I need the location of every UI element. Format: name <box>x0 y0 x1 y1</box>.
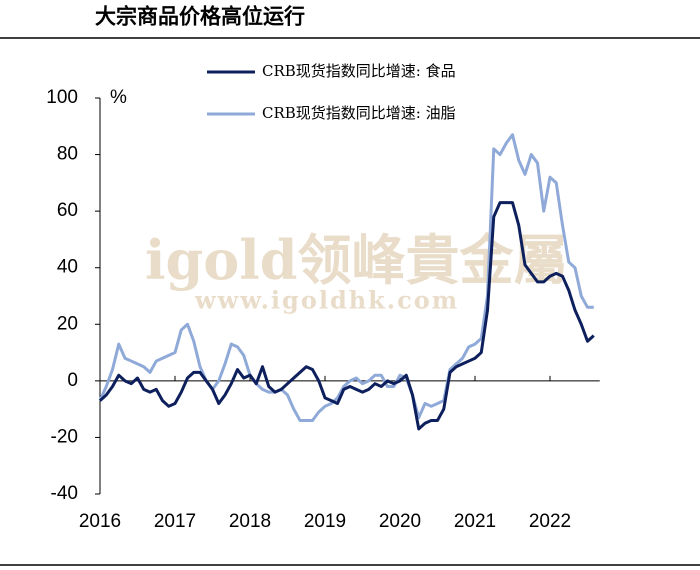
chart-title: 大宗商品价格高位运行 <box>95 4 305 29</box>
y-tick-label: 20 <box>57 313 78 334</box>
y-tick-label: -20 <box>51 426 78 447</box>
x-tick-label: 2020 <box>379 511 421 532</box>
x-tick-label: 2021 <box>454 511 496 532</box>
y-tick-label: 80 <box>57 144 78 165</box>
y-unit: % <box>110 87 127 108</box>
series-line <box>98 201 595 431</box>
legend-label: CRB现货指数同比增速: 油脂 <box>262 104 456 122</box>
x-tick-label: 2019 <box>304 511 346 532</box>
y-tick-label: 40 <box>57 257 78 278</box>
watermark: igold领峰貴金屬 <box>145 228 568 292</box>
y-tick-label: 0 <box>67 370 78 391</box>
y-tick-label: -40 <box>51 483 78 504</box>
legend-label: CRB现货指数同比增速: 食品 <box>262 62 456 80</box>
watermark: www.igoldhk.com <box>194 286 459 315</box>
y-tick-label: 100 <box>46 87 78 108</box>
y-tick-label: 60 <box>57 200 78 221</box>
series-line <box>98 133 594 422</box>
x-tick-label: 2016 <box>79 511 121 532</box>
x-tick-label: 2017 <box>154 511 196 532</box>
x-tick-label: 2022 <box>529 511 571 532</box>
x-tick-label: 2018 <box>229 511 271 532</box>
